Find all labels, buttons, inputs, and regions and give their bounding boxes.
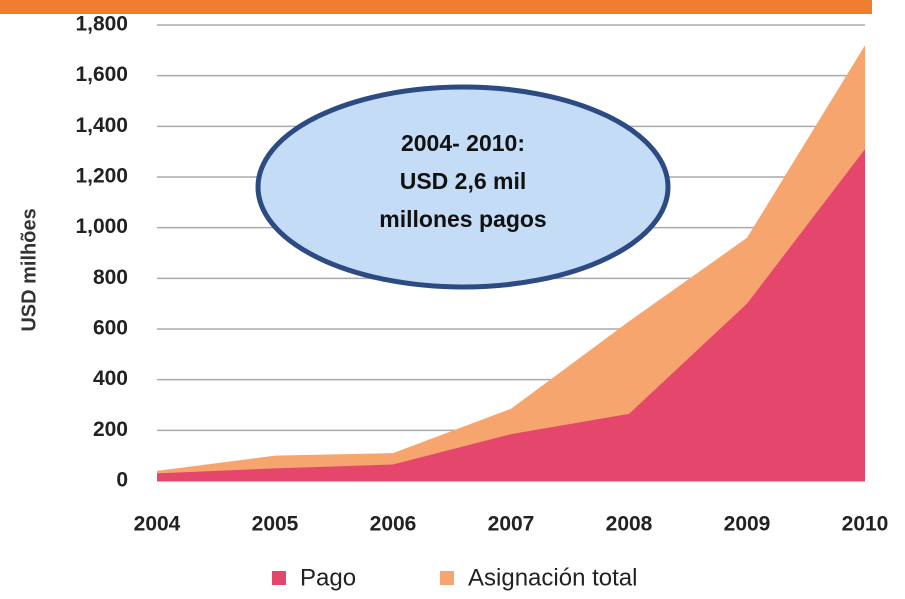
y-tick-label: 1,400: [75, 114, 128, 137]
x-tick-label: 2010: [842, 513, 889, 536]
y-tick-label: 800: [93, 266, 128, 289]
x-tick-label: 2006: [370, 513, 417, 536]
x-tick-label: 2009: [724, 513, 771, 536]
y-axis-label: USD milhões: [18, 208, 40, 331]
legend-label: Asignación total: [468, 564, 637, 591]
x-tick-label: 2005: [252, 513, 299, 536]
y-tick-label: 400: [93, 367, 128, 390]
x-tick-label: 2007: [488, 513, 535, 536]
annotation-text: 2004- 2010:: [401, 130, 525, 156]
legend-swatch: [272, 571, 286, 585]
y-tick-label: 1,200: [75, 165, 128, 188]
legend-swatch: [440, 571, 454, 585]
annotation-bubble: [255, 84, 671, 290]
area: [157, 149, 865, 481]
y-tick-label: 1,000: [75, 215, 128, 238]
x-tick-label: 2004: [134, 513, 181, 536]
y-tick-label: 600: [93, 317, 128, 340]
legend-label: Pago: [300, 564, 356, 591]
y-tick-label: 1,600: [75, 63, 128, 86]
annotation-text: millones pagos: [379, 206, 546, 232]
y-tick-label: 200: [93, 418, 128, 441]
y-tick-label: 0: [116, 469, 128, 492]
x-tick-label: 2008: [606, 513, 653, 536]
y-tick-label: 1,800: [75, 13, 128, 36]
annotation-text: USD 2,6 mil: [400, 168, 527, 194]
top-band: [0, 0, 872, 14]
